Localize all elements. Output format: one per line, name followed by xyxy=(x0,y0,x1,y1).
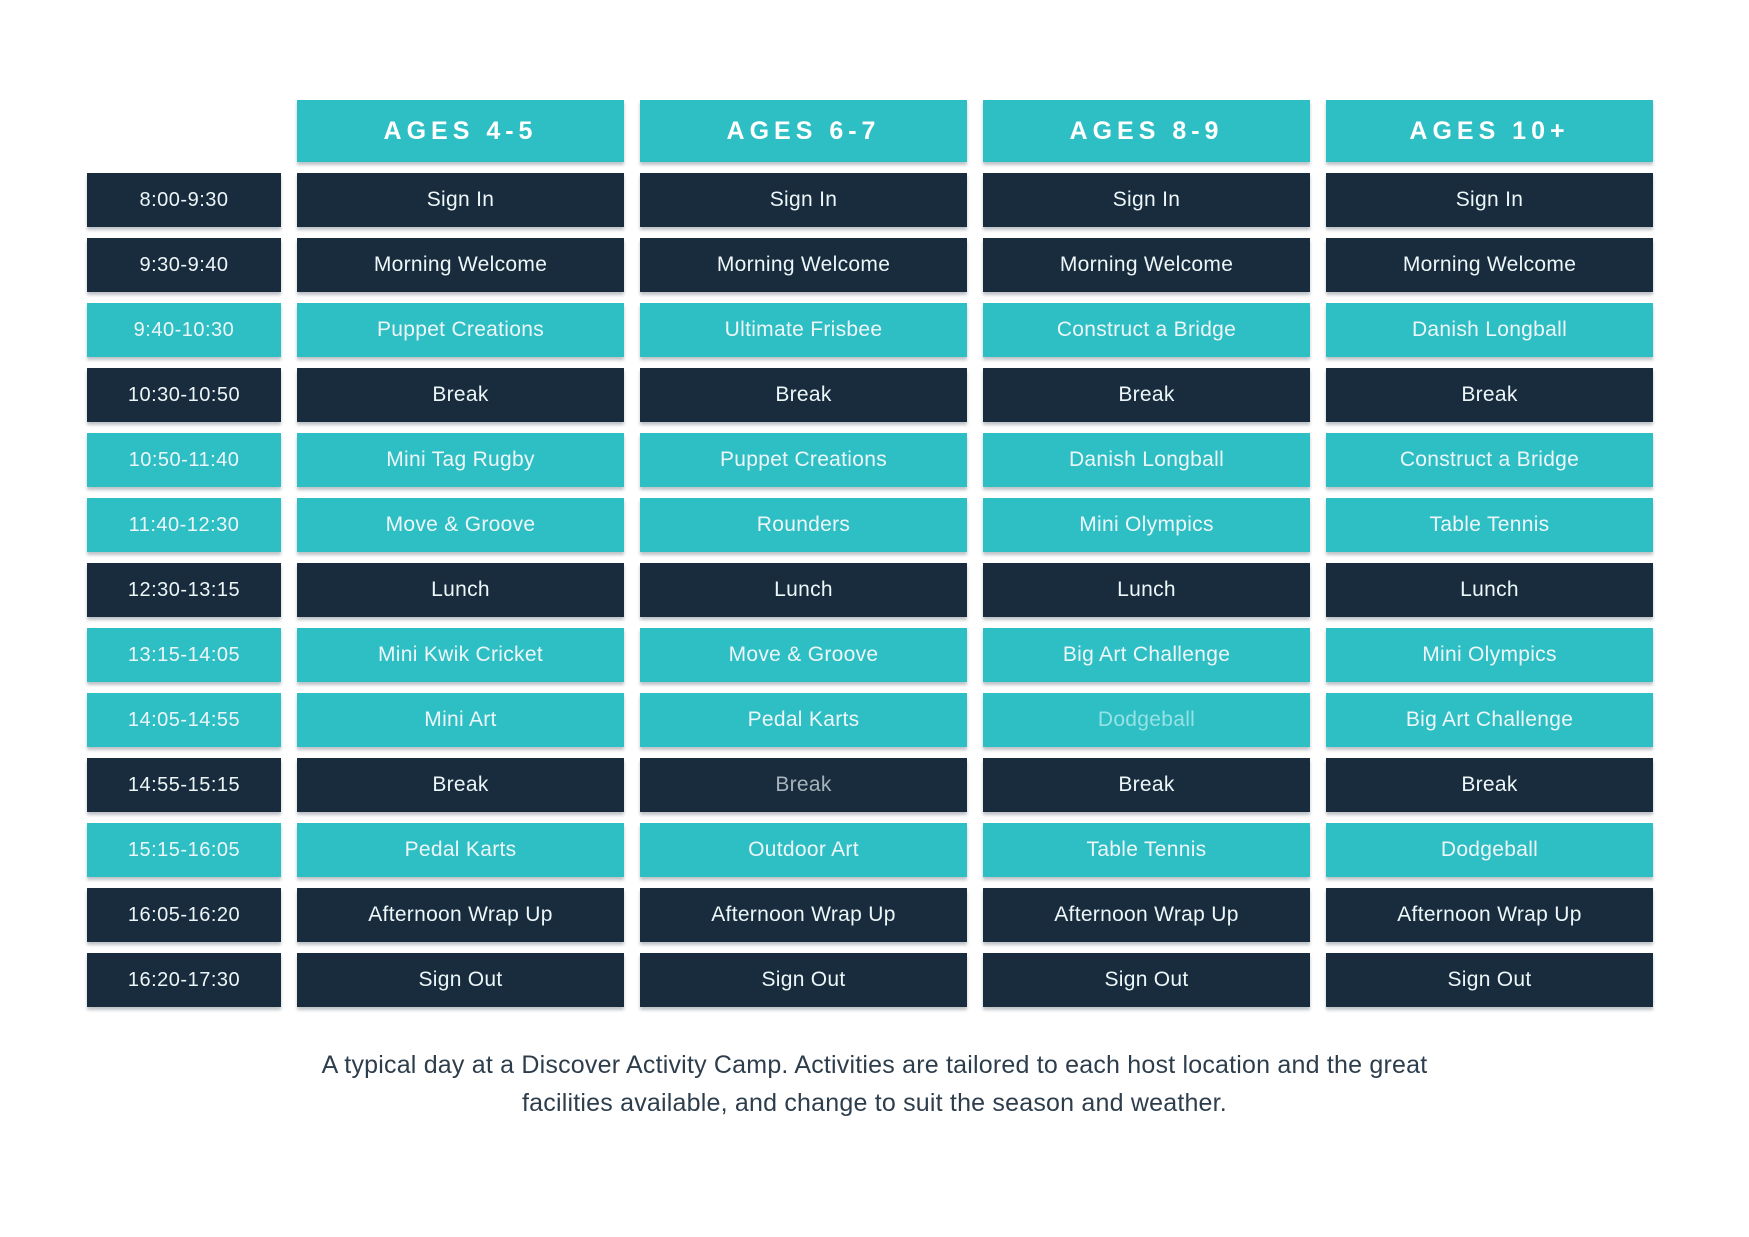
activity-cell: Sign Out xyxy=(640,953,967,1007)
activity-cell: Sign In xyxy=(1326,173,1653,227)
activity-cell: Sign Out xyxy=(1326,953,1653,1007)
activity-cell: Sign Out xyxy=(983,953,1310,1007)
time-cell: 8:00-9:30 xyxy=(87,173,281,227)
activity-cell: Pedal Karts xyxy=(640,693,967,747)
activity-cell: Lunch xyxy=(297,563,624,617)
activity-cell: Outdoor Art xyxy=(640,823,967,877)
activity-cell: Big Art Challenge xyxy=(983,628,1310,682)
header-corner-spacer xyxy=(87,100,281,162)
caption-line-1: A typical day at a Discover Activity Cam… xyxy=(321,1051,1428,1079)
activity-cell: Afternoon Wrap Up xyxy=(1326,888,1653,942)
activity-cell: Dodgeball xyxy=(983,693,1310,747)
activity-cell: Afternoon Wrap Up xyxy=(983,888,1310,942)
activity-cell: Ultimate Frisbee xyxy=(640,303,967,357)
time-cell: 14:55-15:15 xyxy=(87,758,281,812)
activity-cell: Mini Tag Rugby xyxy=(297,433,624,487)
activity-cell: Morning Welcome xyxy=(297,238,624,292)
time-cell: 10:30-10:50 xyxy=(87,368,281,422)
activity-cell: Morning Welcome xyxy=(983,238,1310,292)
activity-cell: Move & Groove xyxy=(297,498,624,552)
activity-cell: Break xyxy=(640,758,967,812)
time-cell: 10:50-11:40 xyxy=(87,433,281,487)
column-header-ages-8-9: AGES 8-9 xyxy=(983,100,1310,162)
activity-cell: Break xyxy=(297,368,624,422)
activity-cell: Break xyxy=(1326,368,1653,422)
activity-cell: Puppet Creations xyxy=(297,303,624,357)
activity-cell: Sign In xyxy=(640,173,967,227)
activity-cell: Dodgeball xyxy=(1326,823,1653,877)
activity-cell: Pedal Karts xyxy=(297,823,624,877)
activity-cell: Afternoon Wrap Up xyxy=(297,888,624,942)
activity-cell: Table Tennis xyxy=(983,823,1310,877)
activity-cell: Lunch xyxy=(1326,563,1653,617)
time-cell: 12:30-13:15 xyxy=(87,563,281,617)
activity-cell: Morning Welcome xyxy=(1326,238,1653,292)
activity-cell: Mini Olympics xyxy=(983,498,1310,552)
activity-cell: Danish Longball xyxy=(1326,303,1653,357)
activity-cell: Break xyxy=(640,368,967,422)
activity-cell: Break xyxy=(983,758,1310,812)
time-cell: 13:15-14:05 xyxy=(87,628,281,682)
activity-cell: Mini Art xyxy=(297,693,624,747)
activity-cell: Big Art Challenge xyxy=(1326,693,1653,747)
activity-cell: Break xyxy=(297,758,624,812)
activity-cell: Table Tennis xyxy=(1326,498,1653,552)
time-cell: 9:40-10:30 xyxy=(87,303,281,357)
activity-cell: Afternoon Wrap Up xyxy=(640,888,967,942)
activity-cell: Lunch xyxy=(640,563,967,617)
activity-cell: Rounders xyxy=(640,498,967,552)
time-cell: 15:15-16:05 xyxy=(87,823,281,877)
time-cell: 14:05-14:55 xyxy=(87,693,281,747)
column-header-ages-6-7: AGES 6-7 xyxy=(640,100,967,162)
activity-cell: Sign In xyxy=(983,173,1310,227)
column-header-ages-10: AGES 10+ xyxy=(1326,100,1653,162)
activity-cell: Sign In xyxy=(297,173,624,227)
activity-cell: Construct a Bridge xyxy=(983,303,1310,357)
time-cell: 11:40-12:30 xyxy=(87,498,281,552)
activity-cell: Move & Groove xyxy=(640,628,967,682)
caption: A typical day at a Discover Activity Cam… xyxy=(0,1046,1749,1122)
activity-cell: Puppet Creations xyxy=(640,433,967,487)
time-cell: 16:20-17:30 xyxy=(87,953,281,1007)
activity-cell: Break xyxy=(1326,758,1653,812)
activity-cell: Danish Longball xyxy=(983,433,1310,487)
activity-cell: Break xyxy=(983,368,1310,422)
caption-line-2: facilities available, and change to suit… xyxy=(522,1089,1227,1117)
activity-cell: Lunch xyxy=(983,563,1310,617)
time-cell: 16:05-16:20 xyxy=(87,888,281,942)
activity-cell: Sign Out xyxy=(297,953,624,1007)
column-header-ages-4-5: AGES 4-5 xyxy=(297,100,624,162)
activity-cell: Morning Welcome xyxy=(640,238,967,292)
activity-cell: Construct a Bridge xyxy=(1326,433,1653,487)
time-cell: 9:30-9:40 xyxy=(87,238,281,292)
activity-cell: Mini Olympics xyxy=(1326,628,1653,682)
schedule-table: AGES 4-5 AGES 6-7 AGES 8-9 AGES 10+ 8:00-9:3… xyxy=(87,100,1653,1007)
activity-cell: Mini Kwik Cricket xyxy=(297,628,624,682)
